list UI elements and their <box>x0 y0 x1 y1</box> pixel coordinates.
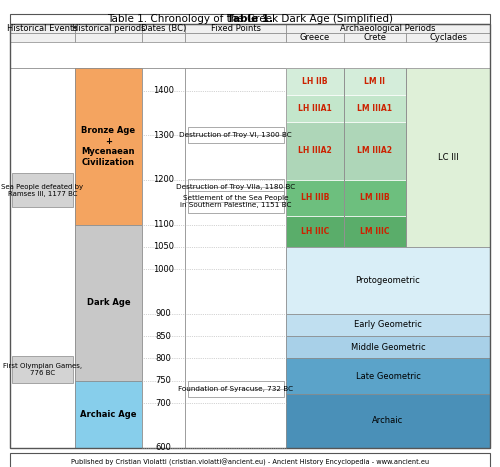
Bar <box>75 69 142 225</box>
Text: Cyclades: Cyclades <box>429 33 467 42</box>
Text: 700: 700 <box>156 398 172 408</box>
Text: Destruction of Troy VIIa, 1180 BC: Destruction of Troy VIIa, 1180 BC <box>176 184 295 190</box>
Bar <box>188 127 284 143</box>
Text: LH IIIB: LH IIIB <box>300 193 329 202</box>
Bar <box>286 95 344 122</box>
Bar <box>10 24 75 33</box>
Text: LM IIIC: LM IIIC <box>360 227 390 236</box>
Text: LC III: LC III <box>438 153 458 162</box>
Text: LM IIIA1: LM IIIA1 <box>358 104 392 113</box>
Text: Dark Age: Dark Age <box>86 298 130 307</box>
Bar <box>142 33 185 42</box>
Bar <box>10 69 75 448</box>
Text: LH IIIC: LH IIIC <box>300 227 329 236</box>
Text: LM II: LM II <box>364 78 386 86</box>
Bar <box>142 24 185 33</box>
Text: Historical periods: Historical periods <box>72 24 145 33</box>
Bar <box>344 216 406 247</box>
Text: Destruction of Troy VI, 1300 BC: Destruction of Troy VI, 1300 BC <box>179 132 292 138</box>
Text: Table 1.: Table 1. <box>227 14 273 24</box>
Bar <box>12 356 74 382</box>
Text: Greece: Greece <box>300 33 330 42</box>
Text: Early Geometric: Early Geometric <box>354 320 422 329</box>
Text: 1400: 1400 <box>153 86 174 95</box>
Text: Protogeometric: Protogeometric <box>356 276 420 285</box>
Text: LM IIIB: LM IIIB <box>360 193 390 202</box>
Bar <box>10 14 490 24</box>
Text: Late Geometric: Late Geometric <box>356 372 420 381</box>
Bar <box>142 69 185 448</box>
Bar <box>344 69 406 95</box>
Bar <box>286 69 344 247</box>
Bar <box>286 247 490 314</box>
Bar <box>286 24 490 33</box>
Bar <box>286 69 344 95</box>
Text: 1100: 1100 <box>153 220 174 229</box>
Bar <box>188 191 284 213</box>
Text: LM IIIA2: LM IIIA2 <box>358 147 392 156</box>
Bar <box>344 95 406 122</box>
Bar <box>12 173 74 207</box>
Text: 1000: 1000 <box>153 265 174 274</box>
Text: Fixed Points: Fixed Points <box>210 24 260 33</box>
Bar <box>10 453 490 467</box>
Text: Sea People defeated by
Ramses III, 1177 BC: Sea People defeated by Ramses III, 1177 … <box>2 184 84 197</box>
Text: Foundation of Syracuse, 732 BC: Foundation of Syracuse, 732 BC <box>178 386 293 392</box>
Bar <box>344 33 406 42</box>
Text: 750: 750 <box>156 376 172 385</box>
Bar <box>75 381 142 448</box>
Text: Settlement of the Sea People
in Southern Palestine, 1151 BC: Settlement of the Sea People in Southern… <box>180 195 292 208</box>
Text: First Olympian Games,
776 BC: First Olympian Games, 776 BC <box>3 362 82 375</box>
Text: Bronze Age
+
Mycenaean
Civilization: Bronze Age + Mycenaean Civilization <box>82 127 136 167</box>
Bar <box>75 33 142 42</box>
Bar <box>188 178 284 195</box>
Bar <box>10 33 75 42</box>
Bar <box>10 69 490 448</box>
Bar <box>286 358 490 394</box>
Bar <box>286 180 344 216</box>
Text: LH IIIA2: LH IIIA2 <box>298 147 332 156</box>
Text: 600: 600 <box>156 443 172 452</box>
Text: 800: 800 <box>156 354 172 363</box>
Text: 900: 900 <box>156 309 172 318</box>
Text: Published by Cristian Violatti (cristian.violatti@ancient.eu) - Ancient History : Published by Cristian Violatti (cristian… <box>71 459 429 466</box>
Bar <box>10 14 490 24</box>
Text: 1050: 1050 <box>153 242 174 251</box>
Bar <box>185 24 286 33</box>
Bar <box>286 216 344 247</box>
Text: LH IIB: LH IIB <box>302 78 328 86</box>
Text: Dates (BC): Dates (BC) <box>141 24 186 33</box>
Bar <box>75 24 142 33</box>
Bar <box>406 69 490 247</box>
Text: 1200: 1200 <box>153 176 174 184</box>
Bar <box>344 180 406 216</box>
Bar <box>75 225 142 381</box>
Bar <box>286 33 344 42</box>
Bar <box>286 336 490 358</box>
Bar <box>344 69 406 247</box>
Text: 850: 850 <box>156 332 172 340</box>
Bar <box>185 33 286 42</box>
Text: Crete: Crete <box>364 33 386 42</box>
Text: LH IIIA1: LH IIIA1 <box>298 104 332 113</box>
Bar <box>75 69 142 448</box>
Bar <box>406 69 490 247</box>
Bar <box>185 69 286 448</box>
Bar <box>188 381 284 397</box>
Text: Table 1. Chronology of the Greek Dark Age (Simplified): Table 1. Chronology of the Greek Dark Ag… <box>107 14 393 24</box>
Text: Archaeological Periods: Archaeological Periods <box>340 24 436 33</box>
Bar <box>344 122 406 180</box>
Text: 1300: 1300 <box>153 131 174 140</box>
Text: Archaic: Archaic <box>372 417 404 425</box>
Text: Middle Geometric: Middle Geometric <box>350 343 426 352</box>
Bar <box>286 394 490 448</box>
Bar <box>286 122 344 180</box>
Text: Archaic Age: Archaic Age <box>80 410 136 419</box>
Bar <box>406 33 490 42</box>
Text: Historical Events: Historical Events <box>7 24 78 33</box>
Bar <box>286 314 490 336</box>
